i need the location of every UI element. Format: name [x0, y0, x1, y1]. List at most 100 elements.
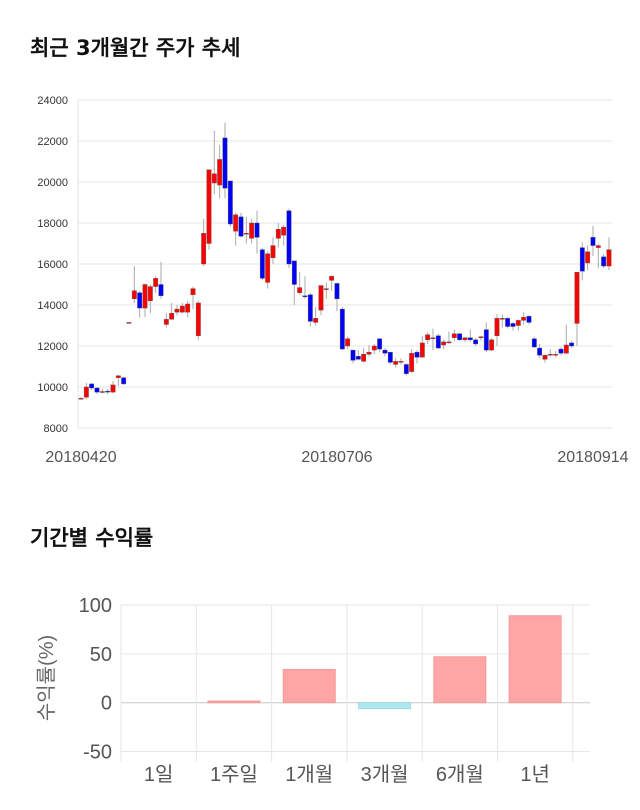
candle-body: [430, 337, 436, 340]
candle-body: [227, 180, 233, 225]
y-tick-label: 14000: [37, 300, 68, 312]
returns-title: 기간별 수익률: [30, 526, 154, 550]
candle-body: [547, 354, 553, 356]
candle-body: [105, 390, 111, 393]
x-tick-label: 20180914: [557, 449, 628, 466]
candle-body: [94, 387, 100, 393]
candle-body: [147, 286, 153, 302]
candle-body: [505, 318, 511, 327]
candle-body: [483, 329, 489, 351]
candle-body: [499, 318, 505, 320]
y-tick-label: 0: [101, 693, 112, 715]
candle-body: [329, 276, 335, 281]
candle-body: [489, 339, 495, 351]
candle-body: [265, 253, 271, 283]
candle-body: [195, 302, 201, 336]
x-tick-label: 20180420: [45, 449, 116, 466]
candle-body: [526, 316, 532, 323]
candle-body: [398, 361, 404, 363]
candle-body: [601, 256, 607, 267]
price-trend-title: 최근 3개월간 주가 추세: [30, 36, 241, 60]
candle-body: [515, 320, 521, 326]
candle-body: [441, 341, 447, 346]
candle-body: [531, 338, 537, 348]
y-tick-label: 16000: [37, 259, 68, 271]
candle-body: [313, 318, 319, 323]
candle-body: [382, 349, 388, 354]
candle-body: [574, 272, 580, 324]
candle-body: [553, 354, 559, 356]
candle-body: [137, 292, 143, 309]
candle-body: [233, 214, 239, 232]
y-tick-label: -50: [83, 742, 112, 764]
candle-body: [153, 278, 159, 287]
candle-body: [89, 383, 95, 389]
candle-body: [595, 245, 601, 248]
candle-body: [473, 339, 479, 345]
candle-body: [270, 245, 276, 259]
candle-body: [366, 351, 372, 355]
candle-body: [334, 283, 340, 300]
candle-body: [403, 364, 409, 374]
candle-body: [142, 284, 148, 309]
candle-body: [585, 251, 591, 264]
candle-body: [377, 338, 383, 350]
candle-body: [286, 210, 292, 265]
candle-body: [510, 323, 516, 327]
candle-body: [163, 319, 169, 325]
candle-body: [211, 173, 217, 184]
y-tick-label: 24000: [37, 95, 68, 107]
candle-body: [387, 351, 393, 363]
candle-body: [131, 290, 137, 300]
y-tick-label: 18000: [37, 218, 68, 230]
candle-body: [569, 342, 575, 347]
x-tick-label: 3개월: [361, 763, 409, 786]
candle-body: [419, 342, 425, 358]
candle-body: [339, 308, 345, 350]
y-axis-label: 수익률(%): [35, 635, 58, 721]
candle-body: [563, 344, 569, 354]
y-tick-label: 22000: [37, 136, 68, 148]
candle-body: [297, 287, 303, 293]
candle-body: [302, 295, 308, 297]
x-tick-label: 1주일: [210, 763, 258, 786]
return-bar: [358, 702, 412, 710]
candle-body: [78, 398, 84, 400]
candle-body: [281, 226, 287, 236]
return-bar: [508, 615, 562, 704]
candle-body: [115, 375, 121, 378]
candle-body: [558, 348, 564, 354]
x-tick-label: 20180706: [301, 449, 372, 466]
candle-body: [217, 159, 223, 186]
candle-body: [249, 222, 255, 239]
candle-body: [521, 317, 527, 321]
candle-body: [345, 338, 351, 347]
candle-body: [590, 237, 596, 246]
candle-body: [126, 322, 132, 324]
candle-body: [371, 345, 377, 351]
y-tick-label: 50: [90, 644, 112, 666]
x-tick-label: 6개월: [436, 763, 484, 786]
candle-body: [318, 285, 324, 311]
candle-body: [467, 337, 473, 341]
candle-body: [185, 303, 191, 313]
candle-body: [361, 354, 367, 362]
candle-body: [606, 249, 612, 267]
y-tick-label: 20000: [37, 177, 68, 189]
candle-body: [110, 384, 116, 393]
candle-body: [190, 288, 196, 295]
y-tick-label: 8000: [44, 423, 68, 435]
candle-body: [179, 305, 185, 313]
candle-body: [307, 294, 313, 322]
candle-body: [83, 386, 89, 398]
candle-body: [457, 333, 463, 341]
candle-body: [446, 341, 452, 344]
y-tick-label: 10000: [37, 382, 68, 394]
candle-body: [478, 336, 484, 338]
return-bar: [207, 700, 261, 704]
candle-body: [238, 216, 244, 237]
candle-body: [275, 228, 281, 239]
candle-body: [494, 318, 500, 336]
candle-body: [201, 233, 207, 265]
candle-body: [158, 284, 164, 296]
